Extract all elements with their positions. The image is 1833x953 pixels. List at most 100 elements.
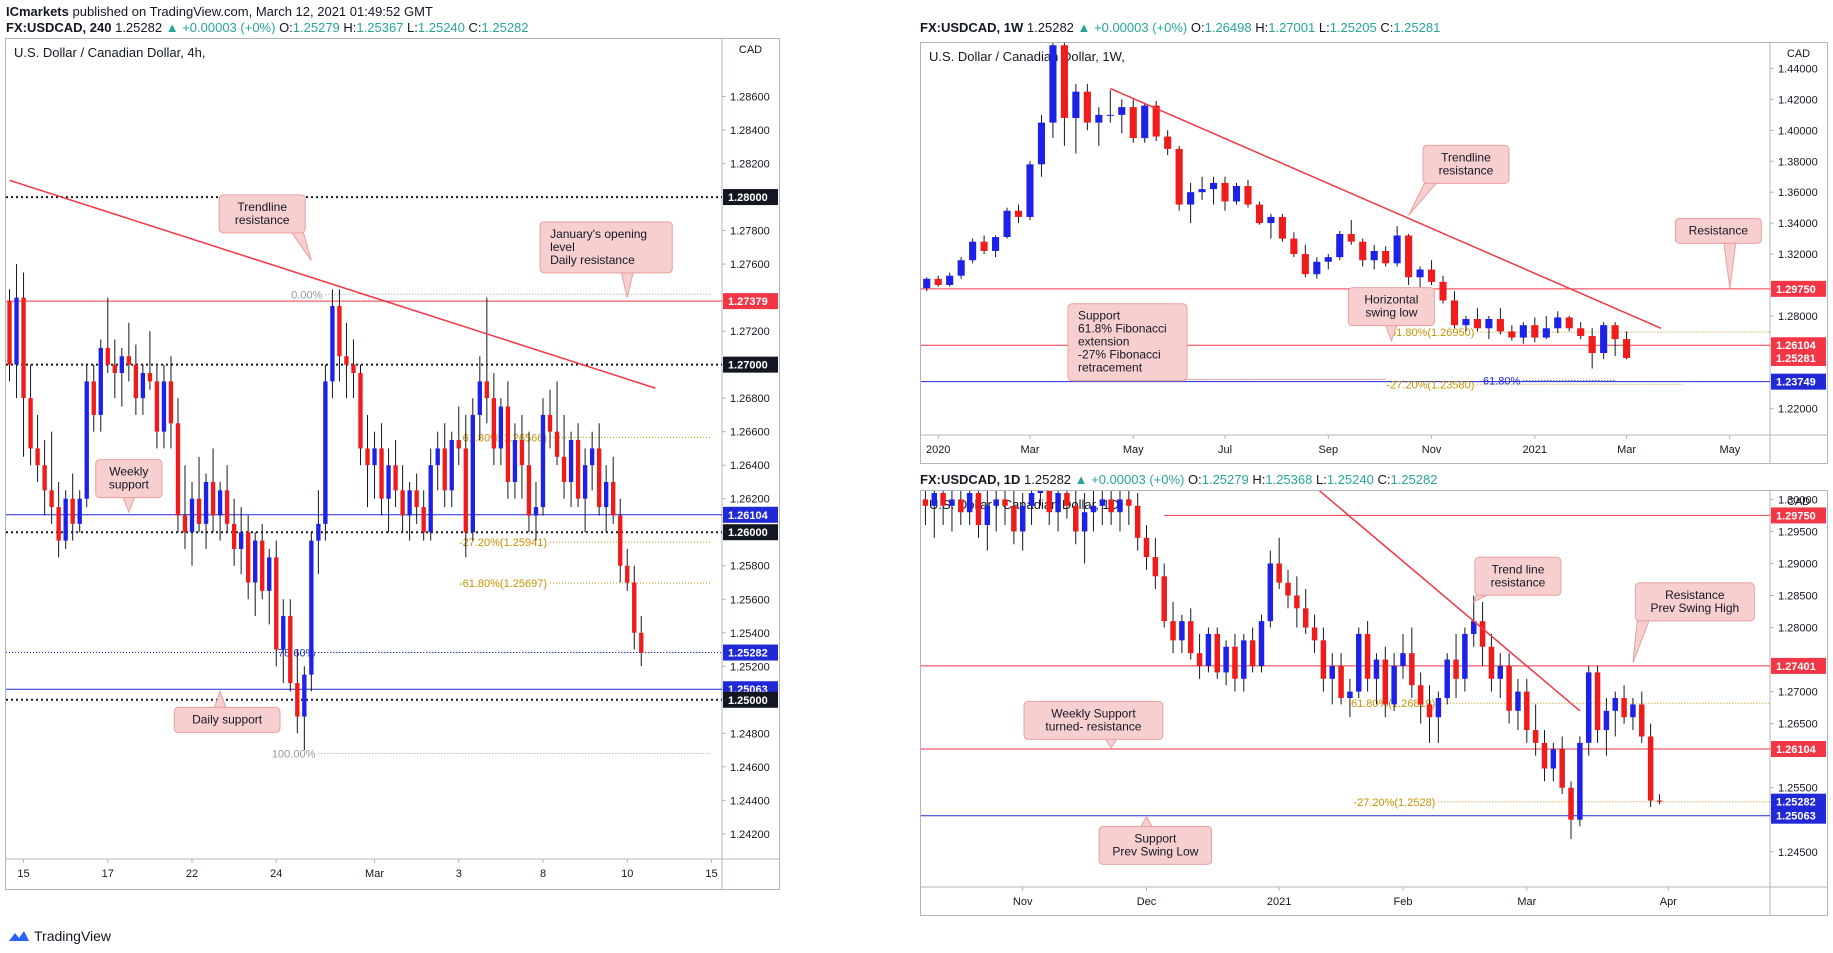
d1-candle-body — [1037, 491, 1044, 493]
d1-annotation-pointer — [1139, 815, 1154, 828]
h4-candle-body — [295, 683, 300, 717]
w1-header: FX:USDCAD, 1W 1.25282 ▲ +0.00003 (+0%) O… — [920, 20, 1440, 35]
h4-candle-body — [568, 440, 574, 482]
h4-ytick-label: 1.28200 — [730, 159, 770, 171]
h4-ytick-label: 1.26600 — [730, 427, 770, 439]
w1-candle-body — [1003, 210, 1011, 238]
w1-xtick-label: Mar — [1617, 444, 1636, 456]
d1-candle-body — [1258, 621, 1265, 666]
w1-candle-body — [1370, 250, 1378, 261]
h4-candle-body — [21, 297, 26, 399]
w1-candle-body — [1542, 328, 1550, 338]
h4-level-badge — [723, 644, 778, 661]
h4-candle-body — [561, 456, 567, 482]
d1-candle-body — [1311, 627, 1318, 641]
d1-symbol[interactable]: FX:USDCAD, 1D — [920, 472, 1021, 487]
d1-candle-body — [1126, 499, 1132, 506]
w1-level-badge — [1771, 337, 1826, 354]
h4-chart-panel[interactable]: U.S. Dollar / Canadian Dollar, 4h, CAD 1.2… — [5, 38, 780, 890]
h4-candle-body — [344, 356, 349, 365]
w1-candle-body — [1141, 105, 1149, 139]
w1-candle-body — [1473, 319, 1481, 329]
h4-chart-svg[interactable]: U.S. Dollar / Canadian Dollar, 4h, CAD 1.2… — [6, 39, 779, 889]
w1-candle-body — [1221, 182, 1229, 202]
w1-candle-body — [1427, 269, 1436, 282]
d1-candle-body — [949, 499, 955, 506]
w1-l-label: L: — [1318, 20, 1330, 35]
d1-candle-body — [993, 499, 999, 506]
h4-ytick-label: 1.25800 — [730, 561, 770, 573]
w1-chart-svg[interactable]: U.S. Dollar / Canadian Dollar, 1W, CAD 1.4… — [921, 43, 1827, 463]
h4-candle-body — [477, 381, 482, 415]
d1-chart-svg[interactable]: U.S. Dollar / Canadian Dollar, 1D, CAD1.3… — [921, 491, 1827, 915]
h4-candle-body — [70, 498, 75, 524]
d1-candle-body — [922, 499, 929, 506]
w1-candle-body — [1531, 325, 1539, 338]
h4-candle-body — [274, 557, 279, 650]
h4-candle-body — [119, 356, 124, 374]
d1-candle-body — [966, 493, 973, 513]
h4-annotation-text: level — [550, 240, 575, 254]
d1-candle-body — [1462, 633, 1468, 679]
h4-ytick-label: 1.27200 — [730, 326, 770, 338]
d1-fib-label: -27.20%(1.2528) — [1353, 797, 1435, 809]
w1-chart-panel[interactable]: U.S. Dollar / Canadian Dollar, 1W, CAD 1.4… — [920, 42, 1828, 464]
h4-candle-body — [632, 582, 637, 633]
d1-candle-body — [1249, 640, 1256, 666]
h4-xtick-label: 15 — [17, 868, 29, 880]
w1-candle-body — [1324, 257, 1332, 262]
h4-candle-body — [98, 347, 103, 415]
d1-o-label: O: — [1188, 472, 1202, 487]
w1-candle-body — [1416, 269, 1424, 278]
d1-annotation-text: Prev Swing Low — [1112, 844, 1198, 858]
d1-annotation-text: Resistance — [1665, 588, 1725, 602]
d1-candle-body — [1196, 653, 1203, 666]
h4-xtick-label: 8 — [540, 868, 546, 880]
w1-candle-body — [946, 275, 954, 285]
d1-ytick-label: 1.29500 — [1778, 526, 1818, 538]
w1-ytick-label: 1.32000 — [1778, 249, 1818, 261]
h4-chart-title: U.S. Dollar / Canadian Dollar, 4h, — [14, 45, 205, 60]
w1-candle-body — [1554, 317, 1562, 329]
w1-h-label: H: — [1255, 20, 1269, 35]
d1-chart-panel[interactable]: U.S. Dollar / Canadian Dollar, 1D, CAD 1.3… — [920, 490, 1828, 916]
d1-annotation-text: resistance — [1491, 575, 1546, 589]
w1-low: 1.25205 — [1329, 20, 1377, 35]
h4-level-badge-label: 1.25000 — [728, 695, 768, 707]
d1-candle-body — [1329, 665, 1335, 679]
h4-candle-body — [442, 448, 447, 491]
footer-brand[interactable]: TradingView — [8, 928, 111, 944]
h4-symbol[interactable]: FX:USDCAD, 240 — [6, 20, 112, 35]
d1-candle-body — [1002, 499, 1008, 506]
h4-ytick-label: 1.25400 — [730, 628, 770, 640]
h4-candle-body — [463, 448, 468, 533]
w1-annotation-text: swing low — [1365, 306, 1417, 320]
h4-candle-body — [182, 515, 188, 533]
h4-candle-body — [379, 448, 384, 499]
h4-candle-body — [224, 490, 230, 524]
d1-level-badge — [1771, 657, 1826, 674]
h4-level-badge — [723, 691, 778, 708]
w1-candle-body — [1611, 325, 1619, 340]
d1-xtick-label: Feb — [1394, 896, 1413, 908]
w1-candle-body — [1347, 233, 1355, 242]
w1-symbol[interactable]: FX:USDCAD, 1W — [920, 20, 1024, 35]
d1-candle-body — [1656, 800, 1663, 802]
d1-candle-body — [1488, 646, 1495, 679]
h4-candle-body — [491, 398, 497, 449]
w1-level-badge — [1771, 349, 1826, 366]
w1-annotation-text: retracement — [1078, 361, 1143, 375]
publisher-author[interactable]: ICmarkets — [6, 4, 69, 19]
w1-candle-body — [1439, 281, 1447, 301]
h4-candle-body — [421, 507, 426, 533]
d1-ytick-label: 1.30000 — [1778, 494, 1818, 506]
d1-candle-body — [1400, 653, 1406, 666]
h4-annotation-text: Daily resistance — [550, 253, 635, 267]
d1-level-badge-label: 1.25282 — [1776, 797, 1816, 809]
w1-candle-body — [1267, 216, 1275, 224]
w1-c-label: C: — [1380, 20, 1394, 35]
w1-candle-body — [1072, 91, 1080, 118]
d1-candle-body — [1373, 659, 1380, 679]
d1-candle-body — [1524, 691, 1530, 731]
h4-ytick-label: 1.26800 — [730, 393, 770, 405]
